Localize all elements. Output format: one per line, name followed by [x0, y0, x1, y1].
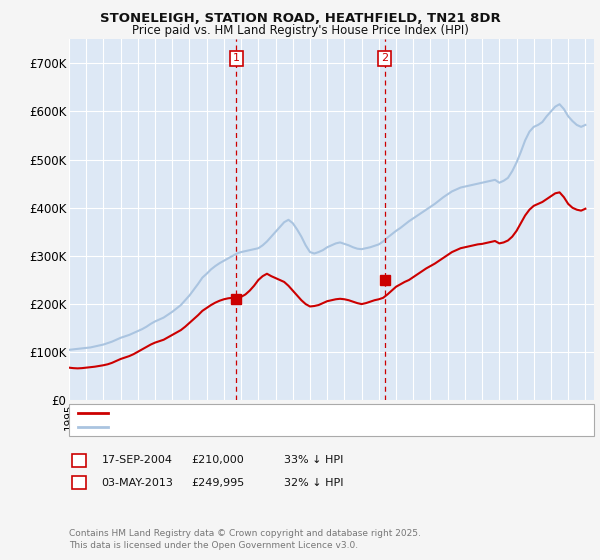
Text: STONELEIGH, STATION ROAD, HEATHFIELD, TN21 8DR: STONELEIGH, STATION ROAD, HEATHFIELD, TN…: [100, 12, 500, 25]
Text: HPI: Average price, detached house, Wealden: HPI: Average price, detached house, Weal…: [114, 422, 352, 432]
Text: 03-MAY-2013: 03-MAY-2013: [101, 478, 173, 488]
Text: 2: 2: [381, 53, 388, 63]
Text: £249,995: £249,995: [191, 478, 245, 488]
Text: 17-SEP-2004: 17-SEP-2004: [101, 455, 172, 465]
Text: STONELEIGH, STATION ROAD, HEATHFIELD, TN21 8DR (detached house): STONELEIGH, STATION ROAD, HEATHFIELD, TN…: [114, 408, 488, 418]
Text: 2: 2: [76, 478, 83, 488]
Text: £210,000: £210,000: [191, 455, 244, 465]
Text: 33% ↓ HPI: 33% ↓ HPI: [284, 455, 344, 465]
Text: Contains HM Land Registry data © Crown copyright and database right 2025.
This d: Contains HM Land Registry data © Crown c…: [69, 529, 421, 550]
Text: 1: 1: [76, 455, 83, 465]
Text: Price paid vs. HM Land Registry's House Price Index (HPI): Price paid vs. HM Land Registry's House …: [131, 24, 469, 36]
Text: 1: 1: [233, 53, 240, 63]
Text: 32% ↓ HPI: 32% ↓ HPI: [284, 478, 344, 488]
